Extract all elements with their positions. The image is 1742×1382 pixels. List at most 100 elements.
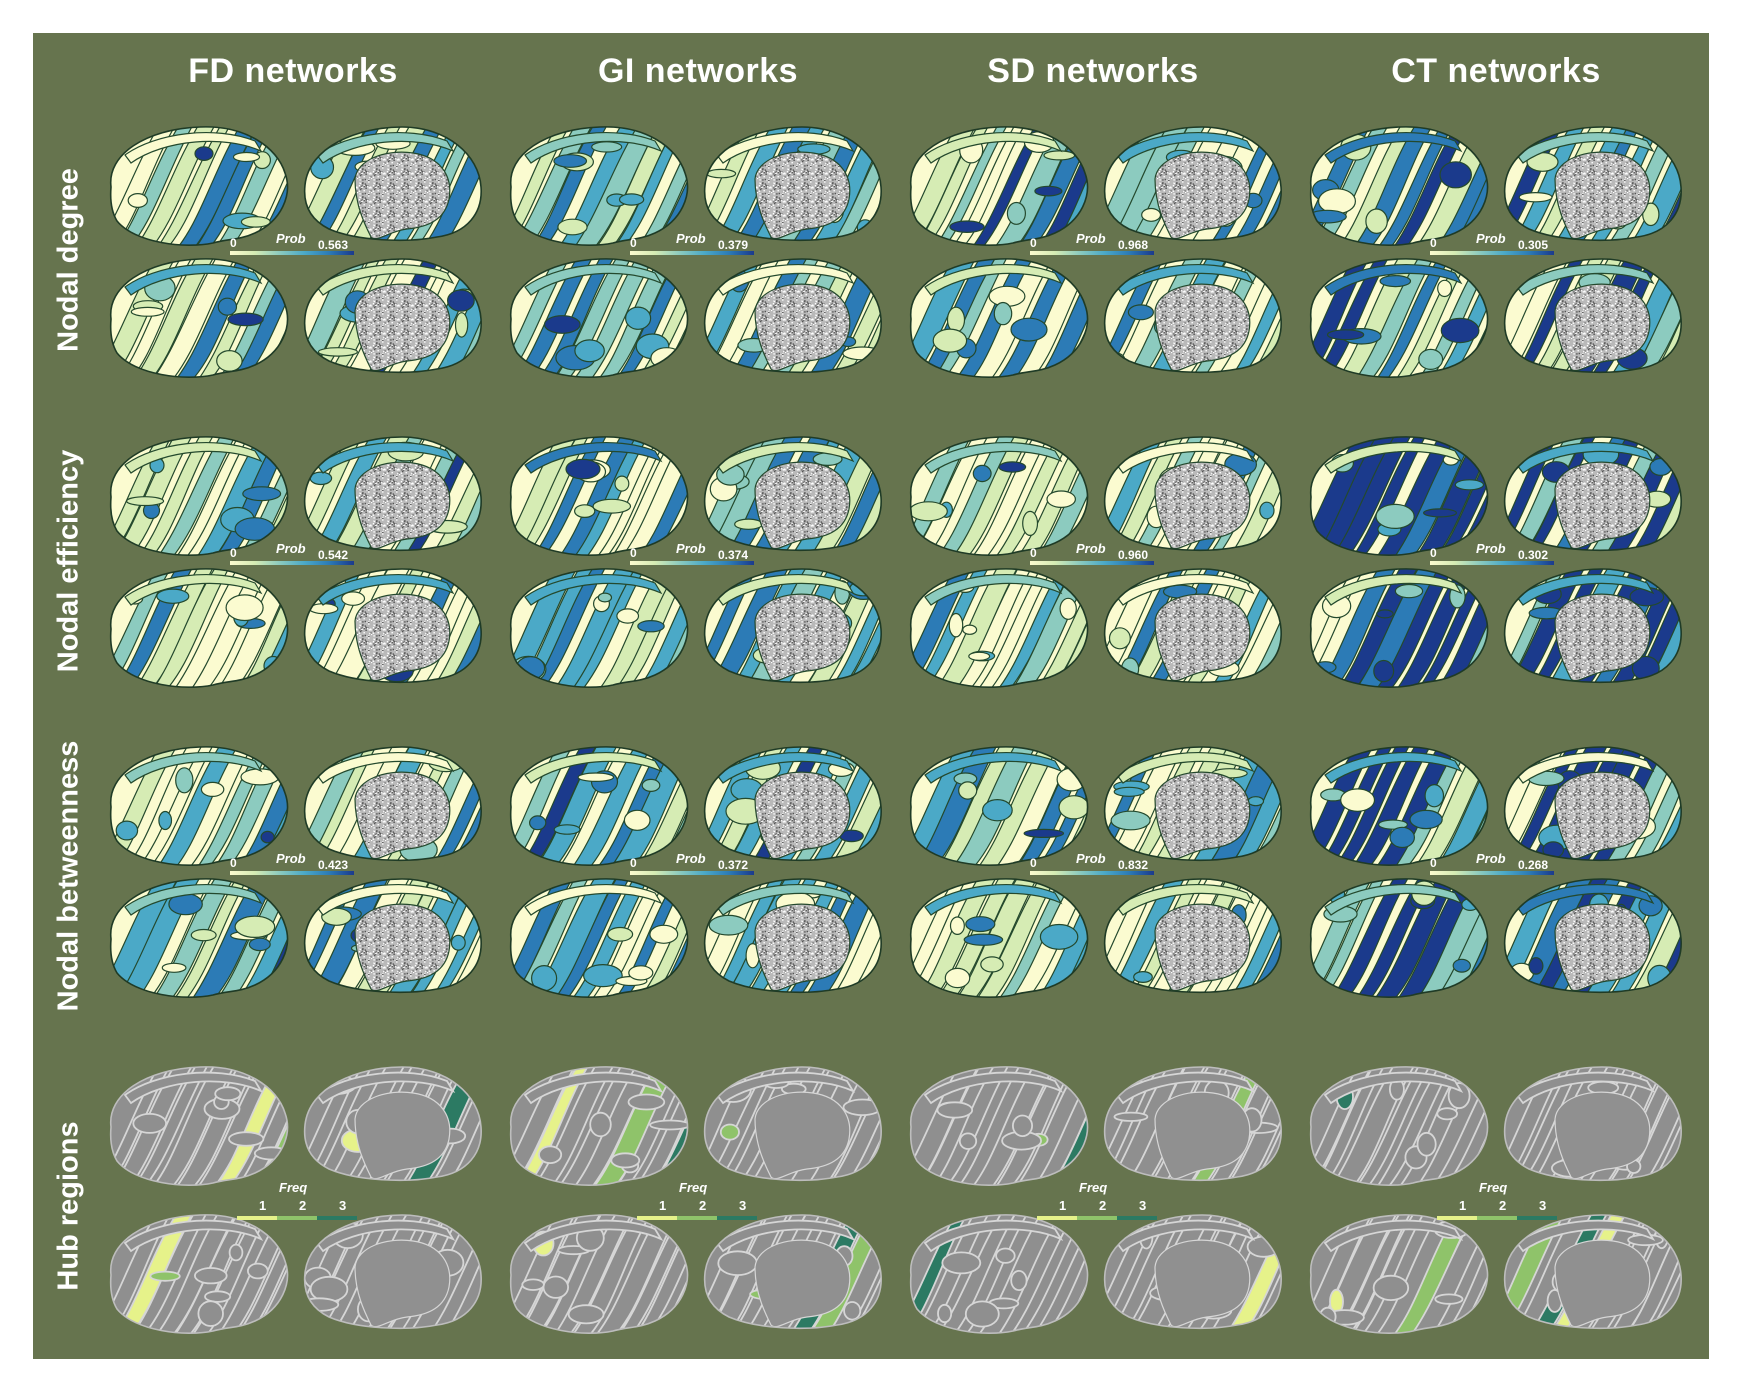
prob-legend-min: 0 bbox=[630, 856, 637, 870]
prob-colorbar bbox=[1430, 251, 1554, 255]
brain-med-bottom-2-1 bbox=[1103, 568, 1282, 684]
prob-legend-label: Prob bbox=[1076, 851, 1106, 866]
freq-legend-label: Freq bbox=[1479, 1180, 1507, 1195]
prob-legend-max: 0.563 bbox=[318, 238, 348, 252]
prob-legend-label: Prob bbox=[276, 541, 306, 556]
freq-colorbar-segment bbox=[1037, 1216, 1077, 1220]
prob-legend-max: 0.542 bbox=[318, 548, 348, 562]
brain-med-bottom-1-2 bbox=[703, 878, 882, 994]
freq-colorbar-segment bbox=[1477, 1216, 1517, 1220]
prob-legend-label: Prob bbox=[1476, 231, 1506, 246]
column-title-ct: CT networks bbox=[1391, 52, 1601, 90]
prob-legend-min: 0 bbox=[230, 546, 237, 560]
prob-legend-min: 0 bbox=[630, 546, 637, 560]
prob-legend: 0 Prob 0.423 bbox=[230, 851, 354, 875]
freq-legend: Freq 1 2 3 bbox=[1437, 1180, 1557, 1220]
prob-legend-label: Prob bbox=[1076, 541, 1106, 556]
brain-hub-med-bottom-3 bbox=[1503, 1214, 1682, 1330]
prob-colorbar bbox=[230, 871, 354, 875]
brain-hub-med-bottom-0 bbox=[303, 1214, 482, 1330]
brain-lat-bottom-2-1 bbox=[909, 568, 1089, 688]
brain-med-bottom-3-1 bbox=[1503, 568, 1682, 684]
freq-legend-tick: 3 bbox=[1539, 1198, 1546, 1213]
brain-lat-bottom-1-2 bbox=[509, 878, 689, 998]
brain-med-bottom-1-0 bbox=[703, 258, 882, 374]
freq-legend-tick: 1 bbox=[1059, 1198, 1066, 1213]
prob-legend-label: Prob bbox=[676, 851, 706, 866]
prob-legend: 0 Prob 0.379 bbox=[630, 231, 754, 255]
brain-lat-top-3-2 bbox=[1309, 746, 1489, 866]
prob-colorbar bbox=[1430, 871, 1554, 875]
prob-legend-min: 0 bbox=[1430, 236, 1437, 250]
brain-lat-bottom-3-1 bbox=[1309, 568, 1489, 688]
prob-legend: 0 Prob 0.374 bbox=[630, 541, 754, 565]
prob-legend: 0 Prob 0.968 bbox=[1030, 231, 1154, 255]
prob-legend-max: 0.379 bbox=[718, 238, 748, 252]
prob-colorbar bbox=[1030, 251, 1154, 255]
prob-legend-label: Prob bbox=[1076, 231, 1106, 246]
brain-med-top-0-1 bbox=[303, 436, 482, 552]
freq-legend-tick: 1 bbox=[259, 1198, 266, 1213]
brain-lat-top-1-1 bbox=[509, 436, 689, 556]
brain-hub-lat-bottom-2 bbox=[909, 1214, 1089, 1334]
brain-lat-top-2-1 bbox=[909, 436, 1089, 556]
prob-legend-max: 0.372 bbox=[718, 858, 748, 872]
freq-legend-tick: 3 bbox=[739, 1198, 746, 1213]
prob-legend-min: 0 bbox=[1030, 236, 1037, 250]
freq-colorbar-segment bbox=[637, 1216, 677, 1220]
freq-colorbar-segment bbox=[237, 1216, 277, 1220]
column-title-fd: FD networks bbox=[188, 52, 398, 90]
prob-legend-min: 0 bbox=[230, 856, 237, 870]
prob-legend-label: Prob bbox=[676, 231, 706, 246]
prob-legend-label: Prob bbox=[1476, 541, 1506, 556]
brain-lat-top-1-0 bbox=[509, 126, 689, 246]
brain-med-bottom-3-0 bbox=[1503, 258, 1682, 374]
prob-legend-min: 0 bbox=[230, 236, 237, 250]
column-title-sd: SD networks bbox=[987, 52, 1199, 90]
prob-legend: 0 Prob 0.563 bbox=[230, 231, 354, 255]
brain-hub-lat-bottom-0 bbox=[109, 1214, 289, 1334]
prob-colorbar bbox=[630, 871, 754, 875]
prob-legend-max: 0.374 bbox=[718, 548, 748, 562]
brain-lat-top-0-1 bbox=[109, 436, 289, 556]
prob-colorbar bbox=[630, 251, 754, 255]
prob-legend-label: Prob bbox=[276, 231, 306, 246]
freq-legend-tick: 2 bbox=[1499, 1198, 1506, 1213]
brain-med-top-1-0 bbox=[703, 126, 882, 242]
brain-med-bottom-3-2 bbox=[1503, 878, 1682, 994]
brain-med-top-2-1 bbox=[1103, 436, 1282, 552]
freq-colorbar-segment bbox=[1517, 1216, 1557, 1220]
freq-colorbar-segment bbox=[1437, 1216, 1477, 1220]
brain-med-top-2-0 bbox=[1103, 126, 1282, 242]
column-title-gi: GI networks bbox=[597, 52, 799, 90]
brain-hub-med-bottom-2 bbox=[1103, 1214, 1282, 1330]
freq-legend-tick: 3 bbox=[1139, 1198, 1146, 1213]
prob-colorbar bbox=[230, 561, 354, 565]
freq-legend-tick: 1 bbox=[659, 1198, 666, 1213]
prob-colorbar bbox=[1430, 561, 1554, 565]
prob-colorbar bbox=[1030, 871, 1154, 875]
freq-legend-tick: 2 bbox=[699, 1198, 706, 1213]
prob-legend-min: 0 bbox=[1430, 856, 1437, 870]
brain-med-bottom-2-0 bbox=[1103, 258, 1282, 374]
prob-legend-label: Prob bbox=[676, 541, 706, 556]
prob-colorbar bbox=[230, 251, 354, 255]
prob-legend-max: 0.268 bbox=[1518, 858, 1548, 872]
brain-med-top-0-0 bbox=[303, 126, 482, 242]
brain-hub-lat-top-3 bbox=[1309, 1066, 1489, 1186]
brain-hub-med-top-3 bbox=[1503, 1066, 1682, 1182]
freq-colorbar-segment bbox=[717, 1216, 757, 1220]
prob-legend: 0 Prob 0.542 bbox=[230, 541, 354, 565]
prob-legend-min: 0 bbox=[1030, 856, 1037, 870]
brain-med-top-3-1 bbox=[1503, 436, 1682, 552]
freq-legend: Freq 1 2 3 bbox=[1037, 1180, 1157, 1220]
prob-legend-label: Prob bbox=[276, 851, 306, 866]
brain-lat-top-2-2 bbox=[909, 746, 1089, 866]
freq-legend-label: Freq bbox=[679, 1180, 707, 1195]
prob-legend: 0 Prob 0.268 bbox=[1430, 851, 1554, 875]
freq-colorbar-segment bbox=[317, 1216, 357, 1220]
freq-legend-tick: 3 bbox=[339, 1198, 346, 1213]
brain-med-top-0-2 bbox=[303, 746, 482, 862]
prob-legend-max: 0.302 bbox=[1518, 548, 1548, 562]
